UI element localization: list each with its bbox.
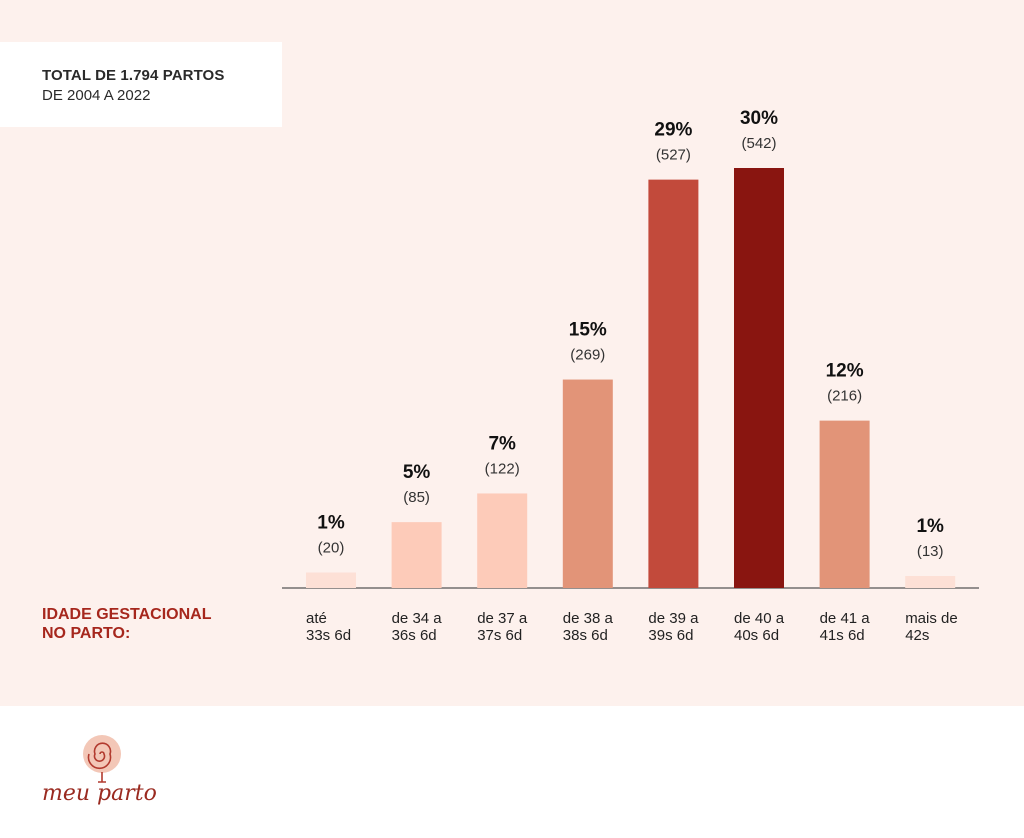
- bar-count-label: (122): [485, 460, 520, 477]
- bar-percent-label: 15%: [569, 320, 607, 341]
- bar-count-label: (269): [570, 347, 605, 364]
- bar-percent-label: 1%: [916, 516, 944, 537]
- category-label: mais de 42s: [905, 610, 958, 644]
- category-label: de 40 a 40s 6d: [734, 610, 785, 644]
- bar-count-label: (216): [827, 388, 862, 405]
- bar: [562, 379, 613, 588]
- bar: [648, 179, 699, 589]
- bar: [905, 576, 956, 588]
- bar-percent-label: 7%: [488, 433, 516, 454]
- title-box: TOTAL DE 1.794 PARTOS DE 2004 A 2022: [0, 42, 282, 127]
- bar-count-label: (85): [403, 489, 430, 506]
- logo-icon: meu parto: [42, 735, 157, 806]
- x-axis-title-line2: NO PARTO:: [42, 625, 131, 642]
- bar: [819, 420, 870, 588]
- x-axis-title: IDADE GESTACIONAL NO PARTO:: [42, 605, 262, 643]
- category-label: de 34 a 36s 6d: [391, 610, 442, 644]
- logo-wordmark: meu parto: [42, 781, 157, 806]
- category-label: de 38 a 38s 6d: [562, 610, 613, 644]
- logo-spiral: [87, 742, 112, 769]
- category-label: de 41 a 41s 6d: [819, 610, 870, 644]
- bar-count-label: (527): [656, 147, 691, 164]
- meu-parto-logo: meu parto: [40, 732, 180, 812]
- bar-count-label: (20): [318, 540, 345, 557]
- bar-percent-label: 12%: [826, 361, 864, 382]
- bar-count-label: (13): [917, 543, 944, 560]
- bar: [734, 168, 784, 588]
- bar-count-label: (542): [741, 135, 776, 152]
- bar-percent-label: 29%: [654, 120, 692, 141]
- x-axis-title-line1: IDADE GESTACIONAL: [42, 606, 212, 623]
- bar-chart: 1% (20) 5% (85) 7% (122) 15% (269) 29% (527) 30% (5…: [282, 108, 979, 589]
- logo-circle: [83, 735, 121, 773]
- bar-percent-label: 5%: [403, 462, 431, 483]
- chart-title: TOTAL DE 1.794 PARTOS: [42, 67, 225, 84]
- category-label: de 37 a 37s 6d: [477, 610, 528, 644]
- category-label: de 39 a 39s 6d: [648, 610, 699, 644]
- bar: [477, 493, 528, 588]
- category-label: até 33s 6d: [306, 610, 352, 644]
- bar-percent-label: 30%: [740, 108, 778, 129]
- bar: [306, 572, 356, 588]
- bar-percent-label: 1%: [317, 513, 345, 534]
- logo-stem: [98, 772, 106, 783]
- chart-subtitle: DE 2004 A 2022: [42, 87, 151, 104]
- bar: [391, 522, 442, 588]
